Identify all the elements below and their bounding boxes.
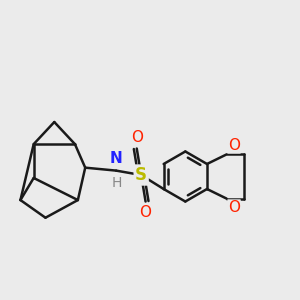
Text: S: S [135,166,147,184]
Text: N: N [110,152,122,166]
Text: O: O [131,130,143,145]
Text: H: H [112,176,122,190]
Text: O: O [140,205,152,220]
Text: O: O [228,200,240,215]
Text: O: O [228,138,240,153]
